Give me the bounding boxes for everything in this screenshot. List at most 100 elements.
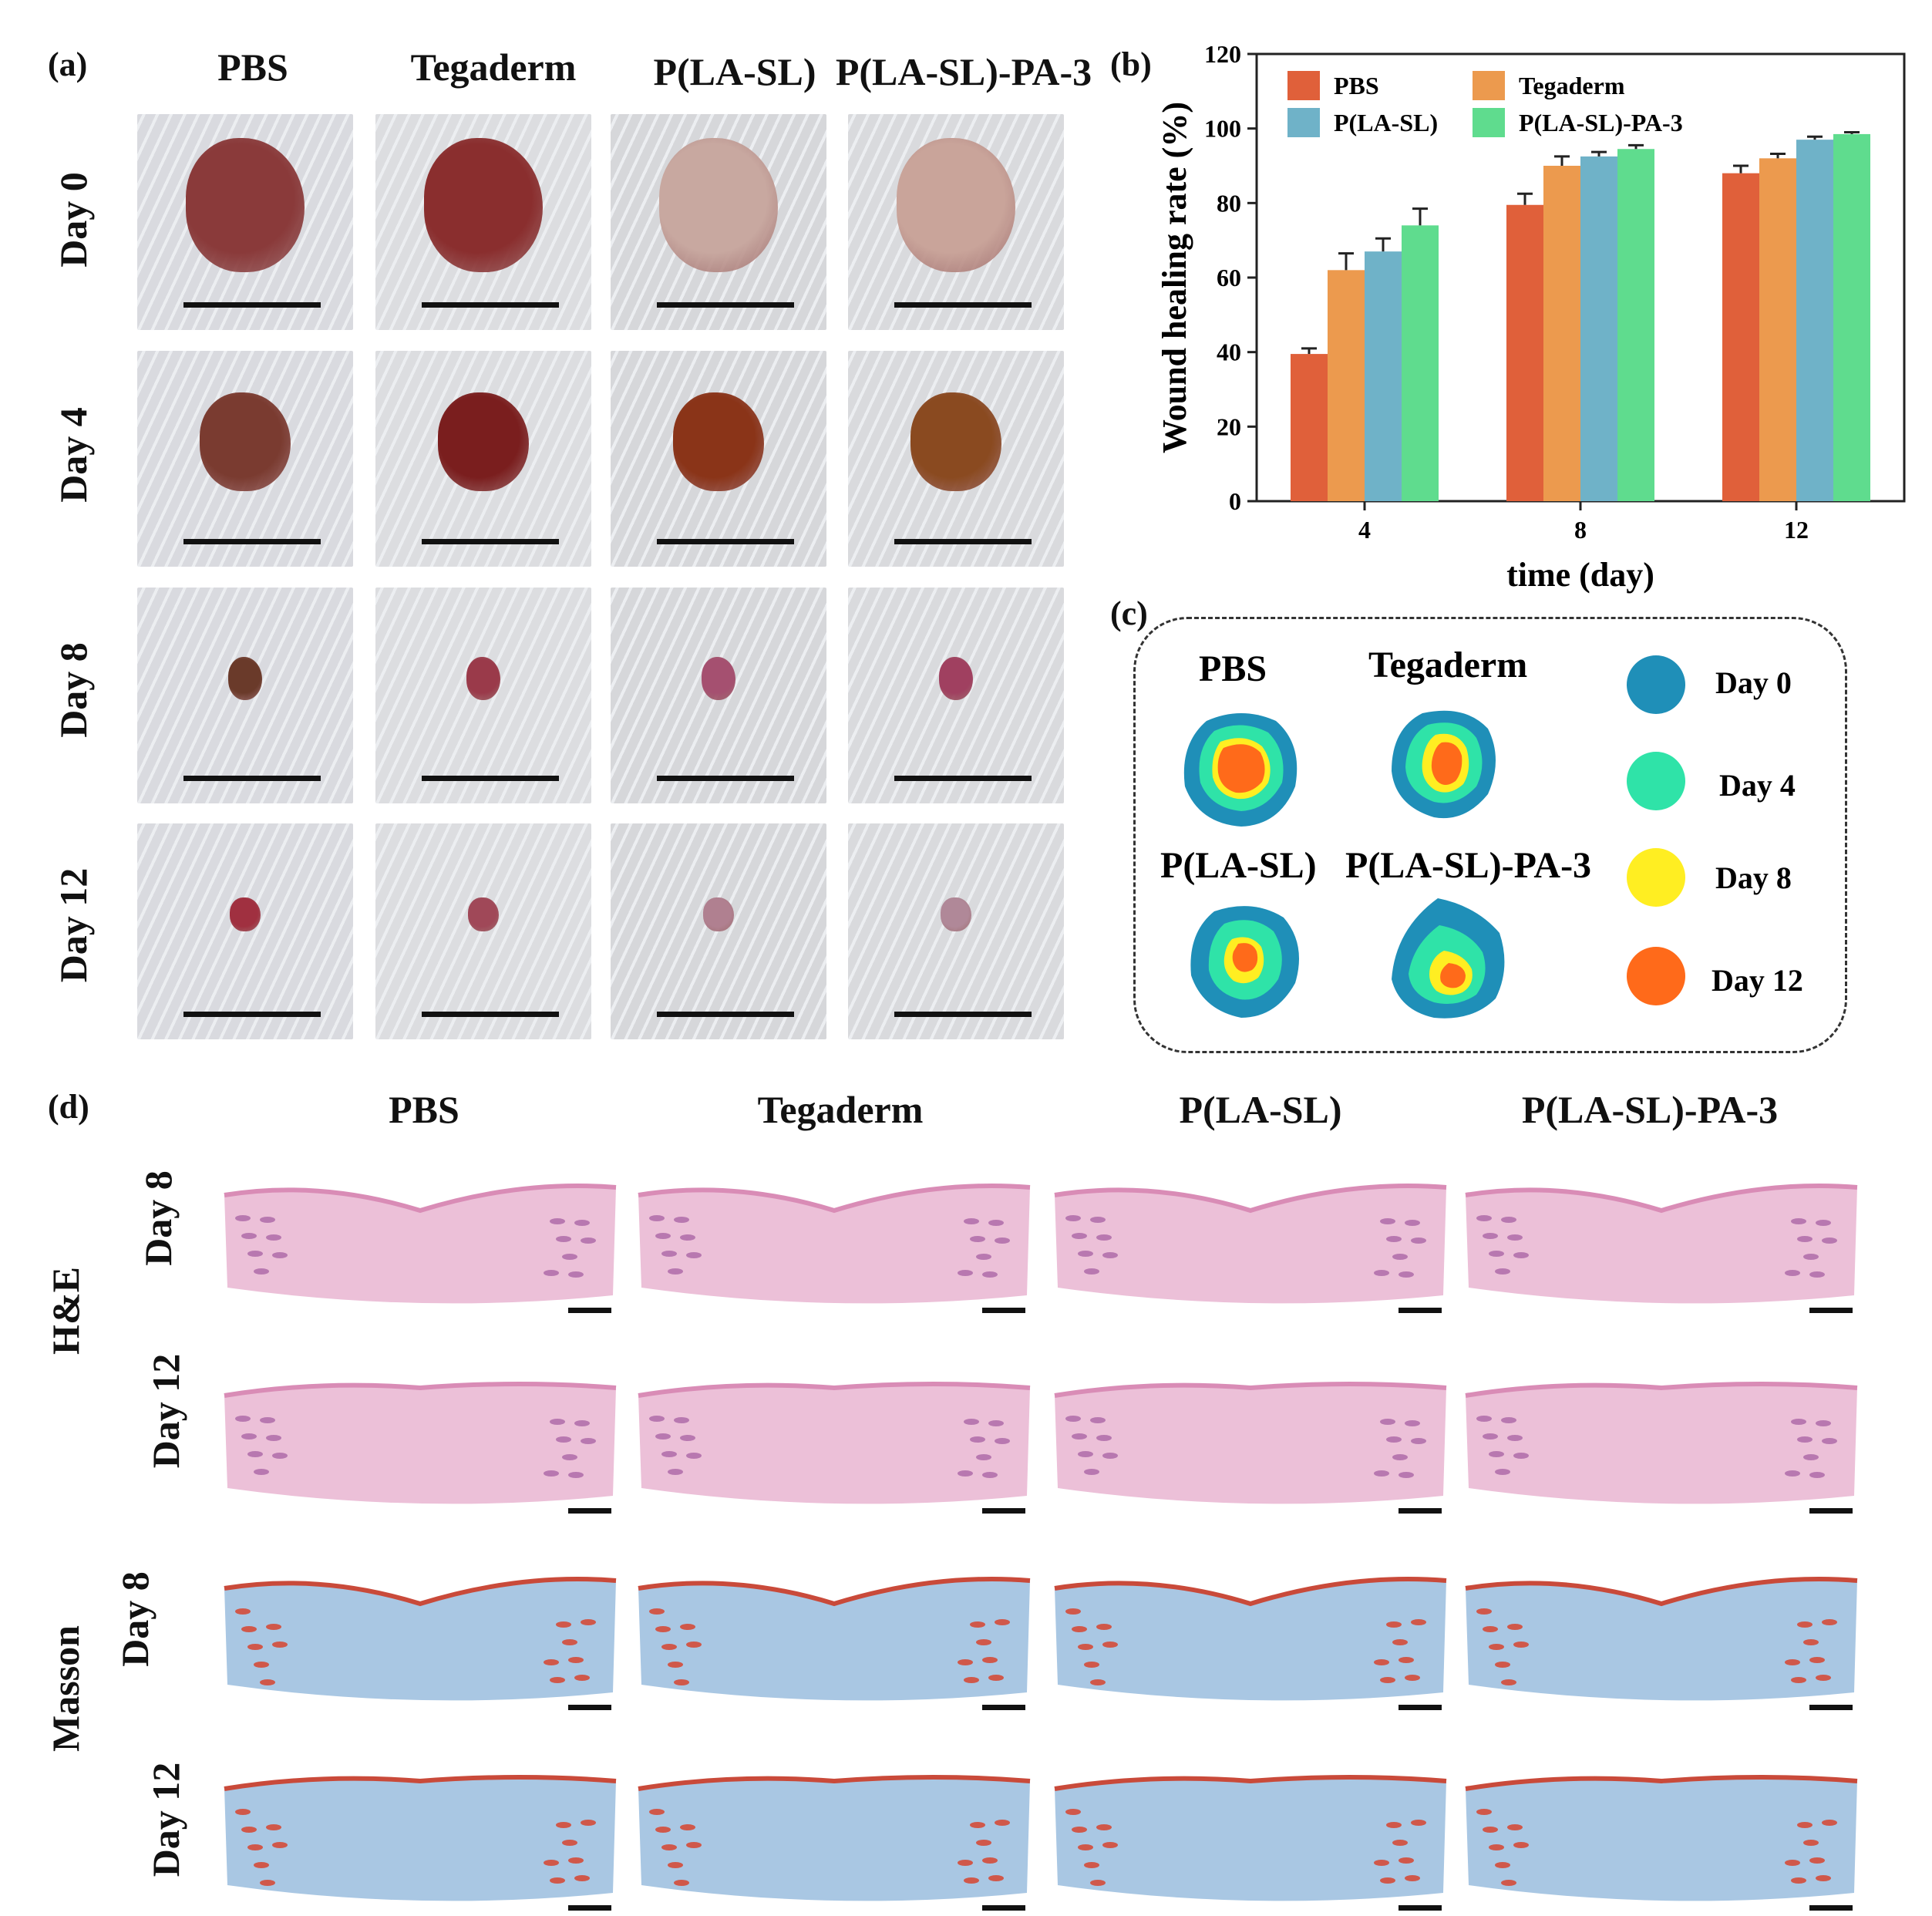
panel-c-label: (c): [1110, 594, 1148, 632]
panel-d-masson-day8: Day 8: [113, 1571, 157, 1667]
scale-bar: [422, 1012, 559, 1017]
wound-area: [701, 657, 736, 700]
wound-photo: [611, 114, 826, 330]
histology-section: [638, 1382, 1031, 1504]
wound-area: [230, 897, 261, 932]
scale-bar: [657, 776, 794, 781]
panel-d-he-day12: Day 12: [144, 1353, 187, 1469]
scale-bar: [1809, 1705, 1853, 1710]
panel-a-row-day4: Day 4: [52, 407, 95, 503]
scale-bar: [1399, 1905, 1442, 1911]
panel-d-stain-masson: Masson: [44, 1625, 87, 1752]
panel-d-col-plaslpa3: P(LA-SL)-PA-3: [1521, 1088, 1779, 1131]
wound-photo: [375, 588, 591, 803]
bar: [1291, 354, 1328, 501]
y-tick-label: 100: [1204, 115, 1241, 143]
legend-swatch: [1473, 71, 1505, 100]
legend-dot-day12: [1627, 947, 1685, 1005]
wound-trace-box: [1133, 617, 1847, 1053]
trace-title-plasl: P(LA-SL): [1160, 845, 1317, 886]
bar: [1365, 251, 1402, 501]
panel-d-col-tegaderm: Tegaderm: [757, 1088, 924, 1131]
scale-bar: [1809, 1308, 1853, 1313]
panel-a-col-plaslpa3: P(LA-SL)-PA-3: [835, 50, 1092, 93]
wound-photo: [611, 351, 826, 567]
panel-a-col-tegaderm: Tegaderm: [410, 45, 577, 89]
wound-area: [897, 138, 1015, 272]
bar: [1796, 140, 1833, 501]
scale-bar: [657, 539, 794, 544]
histology-section: [638, 1775, 1031, 1901]
bar: [1580, 156, 1617, 501]
scale-bar: [657, 1012, 794, 1017]
legend-swatch: [1287, 108, 1320, 137]
legend-label-day4: Day 4: [1719, 768, 1796, 803]
histology-section: [1054, 1577, 1447, 1701]
legend-label-day8: Day 8: [1715, 860, 1792, 895]
y-tick-label: 0: [1229, 487, 1241, 515]
wound-healing-rate-chart: 0 20 40 60 80 100 120 4 8 12 time (day) Wound heali…: [1156, 40, 1906, 594]
scale-bar: [183, 302, 321, 308]
y-tick-label: 80: [1217, 189, 1241, 217]
bar: [1617, 149, 1654, 501]
wound-photo: [848, 588, 1064, 803]
wound-photo: [137, 114, 353, 330]
scale-bar: [1399, 1508, 1442, 1514]
histology-section: [1465, 1577, 1858, 1701]
legend-swatch: [1473, 108, 1505, 137]
scale-bar: [183, 539, 321, 544]
scale-bar: [1399, 1308, 1442, 1313]
panel-d-stain-he: H&E: [44, 1267, 87, 1355]
scale-bar: [894, 1012, 1032, 1017]
bar: [1543, 166, 1580, 501]
scale-bar: [894, 539, 1032, 544]
scale-bar: [982, 1508, 1025, 1514]
histology-section: [224, 1775, 617, 1901]
histology-section: [224, 1382, 617, 1504]
panel-a-col-plasl: P(LA-SL): [653, 50, 816, 93]
bar: [1506, 204, 1543, 501]
scale-bar: [982, 1705, 1025, 1710]
scale-bar: [422, 776, 559, 781]
histology-section: [224, 1184, 617, 1304]
x-tick-label: 8: [1574, 516, 1587, 544]
histology-section: [1054, 1382, 1447, 1504]
legend-dot-day0: [1627, 655, 1685, 714]
histology-section: [1465, 1184, 1858, 1304]
wound-area: [466, 657, 501, 700]
wound-area: [941, 897, 971, 932]
wound-area: [703, 897, 734, 932]
trace-day12: [1440, 963, 1466, 988]
x-tick-label: 4: [1358, 516, 1371, 544]
trace-day12: [1431, 742, 1462, 785]
panel-a-row-day8: Day 8: [52, 642, 95, 738]
scale-bar: [1399, 1705, 1442, 1710]
wound-area: [424, 138, 543, 272]
y-tick-label: 120: [1204, 40, 1241, 68]
wound-area: [200, 392, 291, 492]
histology-section: [1465, 1382, 1858, 1504]
scale-bar: [568, 1705, 611, 1710]
wound-area: [659, 138, 778, 272]
scale-bar: [894, 302, 1032, 308]
wound-photo: [137, 588, 353, 803]
panel-d-col-pbs: PBS: [389, 1088, 459, 1131]
histology-section: [1054, 1775, 1447, 1901]
scale-bar: [982, 1905, 1025, 1911]
legend-label: P(LA-SL)-PA-3: [1519, 109, 1683, 136]
scale-bar: [982, 1308, 1025, 1313]
x-axis-label: time (day): [1506, 556, 1654, 594]
legend-label: P(LA-SL): [1334, 109, 1438, 136]
wound-photo: [137, 351, 353, 567]
histology-section: [1054, 1184, 1447, 1304]
y-axis-label: Wound healing rate (%): [1156, 102, 1193, 453]
wound-photo: [137, 823, 353, 1039]
wound-trace-plaslpa3: [1392, 898, 1505, 1019]
wound-trace-pbs: [1183, 713, 1298, 827]
panel-b-label: (b): [1110, 45, 1152, 83]
wound-area: [438, 392, 529, 492]
legend-label-day12: Day 12: [1712, 963, 1803, 998]
scale-bar: [183, 776, 321, 781]
scale-bar: [568, 1308, 611, 1313]
legend-dot-day4: [1627, 752, 1685, 810]
